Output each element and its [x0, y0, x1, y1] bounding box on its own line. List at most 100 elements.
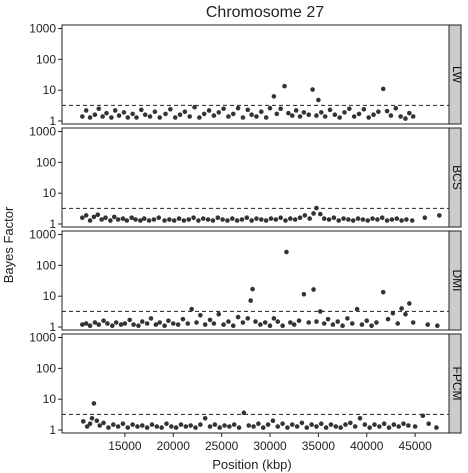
x-tick-label-40000: 40000: [350, 439, 384, 453]
data-point-fpcm-55: [333, 424, 339, 429]
data-point-lw-62: [351, 114, 357, 119]
data-point-bcs-41: [268, 216, 274, 221]
data-point-bcs-27: [200, 216, 206, 221]
data-point-lw-9: [116, 113, 122, 118]
data-point-fpcm-45: [285, 425, 290, 430]
data-point-lw-35: [240, 115, 246, 120]
y-tick-label-dmi-10: 10: [43, 289, 57, 303]
data-point-lw-56: [322, 114, 328, 119]
data-point-lw-31: [221, 106, 226, 112]
x-axis-title: Position (kbp): [212, 457, 291, 472]
data-point-lw-36: [245, 107, 251, 113]
y-tick-label-bcs-100: 100: [36, 155, 56, 169]
data-point-bcs-73: [437, 213, 442, 218]
data-point-fpcm-23: [178, 422, 184, 427]
data-point-fpcm-33: [227, 424, 232, 429]
data-point-fpcm-58: [348, 420, 353, 426]
data-point-dmi-11: [127, 317, 133, 323]
data-point-dmi-41: [258, 322, 263, 327]
data-point-bcs-38: [254, 216, 259, 221]
data-point-bcs-56: [336, 218, 342, 223]
data-point-dmi-49: [291, 322, 297, 327]
data-point-dmi-59: [335, 319, 341, 324]
data-point-dmi-12: [131, 322, 136, 327]
data-point-fpcm-34: [231, 422, 237, 427]
data-point-bcs-42: [273, 217, 279, 222]
data-point-bcs-58: [346, 217, 351, 222]
data-point-lw-4: [96, 106, 102, 112]
data-point-bcs-24: [186, 217, 192, 222]
data-point-dmi-1: [83, 321, 89, 326]
data-point-fpcm-29: [207, 424, 213, 429]
panel-frame-fpcm: [61, 333, 450, 434]
data-point-lw-2: [87, 115, 93, 120]
chart-title: Chromosome 27: [206, 4, 324, 21]
data-point-fpcm-59: [352, 424, 358, 429]
data-point-dmi-76: [425, 322, 431, 327]
data-point-fpcm-38: [251, 424, 256, 429]
panel-dmi: DMI 1 10 100 1000: [29, 228, 464, 334]
data-point-lw-28: [206, 108, 212, 113]
data-point-fpcm-49: [304, 425, 310, 430]
data-point-fpcm-27: [198, 422, 203, 427]
data-point-bcs-55: [331, 215, 337, 221]
y-tick-label-fpcm-10: 10: [43, 392, 57, 406]
data-point-fpcm-11: [120, 421, 126, 427]
data-point-dmi-8: [113, 320, 119, 325]
data-point-dmi-68: [380, 289, 386, 295]
data-point-fpcm-63: [372, 422, 377, 427]
data-point-fpcm-43: [275, 424, 281, 429]
data-point-dmi-38: [248, 298, 253, 303]
data-point-bcs-68: [394, 216, 400, 221]
data-point-bcs-53: [321, 216, 327, 221]
data-point-bcs-1: [83, 213, 89, 218]
data-point-fpcm-66: [386, 425, 392, 430]
data-point-fpcm-12: [125, 425, 131, 430]
panel-frame-bcs: [61, 127, 450, 228]
data-point-dmi-16: [148, 316, 154, 321]
data-point-bcs-66: [384, 218, 390, 223]
data-point-lw-13: [134, 115, 139, 120]
data-point-bcs-25: [191, 215, 196, 221]
data-point-dmi-42: [262, 320, 268, 325]
data-point-bcs-54: [326, 217, 332, 222]
x-tick-label-35000: 35000: [302, 439, 336, 453]
data-point-lw-40: [263, 115, 269, 120]
data-point-dmi-39: [250, 286, 255, 292]
data-point-dmi-22: [175, 322, 181, 327]
y-tick-label-dmi-1: 1: [49, 320, 56, 334]
data-point-dmi-40: [253, 319, 258, 324]
data-point-fpcm-52: [318, 421, 324, 427]
data-point-lw-55: [318, 110, 324, 115]
data-point-lw-41: [267, 105, 273, 111]
strip-label-fpcm: FPCM: [450, 367, 464, 401]
data-point-bcs-33: [229, 216, 235, 221]
data-point-fpcm-74: [434, 425, 439, 430]
data-point-fpcm-18: [154, 424, 160, 429]
data-point-fpcm-69: [401, 421, 406, 427]
data-point-bcs-49: [307, 216, 312, 221]
data-point-lw-72: [398, 114, 403, 119]
data-point-dmi-64: [359, 322, 365, 327]
data-point-lw-12: [130, 111, 135, 117]
data-point-fpcm-21: [169, 424, 174, 429]
data-point-lw-61: [347, 106, 352, 112]
data-point-lw-47: [289, 113, 295, 118]
data-point-fpcm-42: [270, 418, 276, 424]
data-point-lw-33: [230, 111, 236, 117]
data-point-bcs-47: [297, 215, 303, 221]
data-point-lw-14: [139, 107, 144, 113]
y-tick-label-lw-100: 100: [36, 52, 56, 66]
data-point-bcs-35: [239, 217, 245, 222]
data-point-bcs-9: [115, 217, 121, 222]
data-point-lw-21: [172, 115, 178, 120]
data-point-dmi-72: [399, 306, 404, 311]
data-point-lw-6: [104, 110, 109, 116]
data-point-bcs-72: [422, 215, 428, 221]
data-point-fpcm-62: [367, 425, 372, 430]
data-point-fpcm-35: [236, 425, 242, 430]
data-point-dmi-0: [80, 322, 85, 327]
panel-fpcm: FPCM 1 10 100 1000 15000 20000 25000 30000 35000 4…: [29, 331, 464, 453]
data-point-lw-71: [393, 105, 399, 111]
data-point-lw-63: [356, 111, 362, 117]
